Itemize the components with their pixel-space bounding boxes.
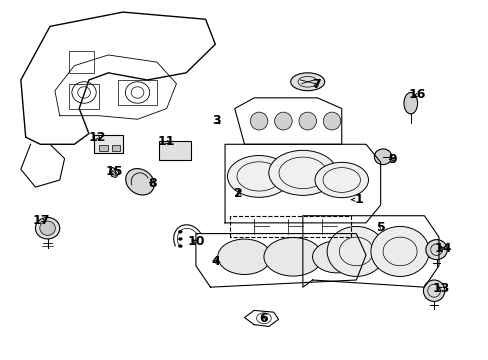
Ellipse shape (298, 112, 316, 130)
Text: 9: 9 (387, 153, 396, 166)
Text: 3: 3 (212, 114, 221, 127)
Bar (99, 145, 108, 151)
Text: 2: 2 (234, 187, 243, 200)
Text: 10: 10 (187, 235, 204, 248)
Text: 12: 12 (89, 131, 106, 144)
Ellipse shape (314, 162, 368, 198)
Text: 8: 8 (147, 177, 156, 190)
Text: 6: 6 (259, 312, 268, 325)
Ellipse shape (178, 230, 182, 233)
Ellipse shape (264, 238, 322, 276)
Text: 13: 13 (432, 283, 449, 296)
Text: 1: 1 (350, 193, 363, 206)
Ellipse shape (425, 240, 447, 260)
Bar (159, 141, 191, 160)
Text: 15: 15 (105, 165, 122, 177)
Text: 7: 7 (311, 78, 320, 91)
Ellipse shape (312, 241, 361, 273)
Ellipse shape (423, 280, 444, 301)
Ellipse shape (40, 221, 55, 235)
Ellipse shape (35, 217, 60, 239)
Bar (69, 84, 99, 109)
Bar (118, 80, 157, 105)
Ellipse shape (227, 156, 290, 197)
Ellipse shape (290, 73, 324, 91)
Ellipse shape (125, 168, 154, 195)
Bar (69, 51, 94, 73)
Text: 17: 17 (33, 213, 50, 226)
Ellipse shape (403, 93, 417, 114)
Ellipse shape (250, 112, 267, 130)
Ellipse shape (217, 239, 271, 274)
Bar (94, 135, 122, 153)
Ellipse shape (326, 226, 385, 276)
Text: 11: 11 (158, 135, 175, 148)
Text: 5: 5 (376, 221, 385, 234)
Text: 4: 4 (210, 255, 219, 268)
Ellipse shape (178, 245, 182, 248)
Text: 16: 16 (407, 89, 425, 102)
Ellipse shape (323, 112, 340, 130)
Bar (112, 145, 119, 151)
Ellipse shape (373, 149, 391, 165)
Text: 14: 14 (433, 242, 451, 255)
Ellipse shape (178, 238, 182, 240)
Ellipse shape (274, 112, 291, 130)
Ellipse shape (268, 150, 336, 195)
Ellipse shape (370, 226, 428, 276)
